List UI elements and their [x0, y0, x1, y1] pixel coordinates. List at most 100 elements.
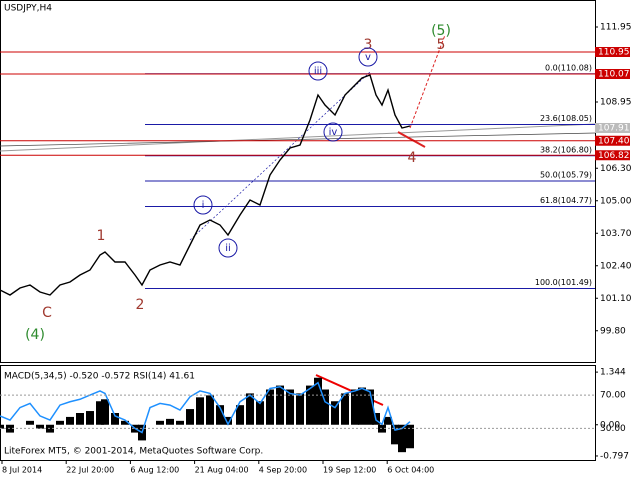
x-tick-label: 8 Jul 2014 — [2, 466, 42, 475]
level-box — [595, 69, 630, 79]
macd-bar — [36, 424, 44, 429]
macd-bar — [358, 387, 366, 425]
wave-label: (5) — [431, 23, 451, 39]
price-label: 107.91 — [598, 124, 630, 134]
y-tick-label: 0.00 — [600, 420, 620, 430]
macd-bar — [266, 389, 274, 425]
level-box — [595, 47, 630, 57]
macd-bar — [26, 420, 34, 425]
macd-bar — [256, 401, 264, 425]
level-label: 110.95 — [598, 48, 630, 58]
x-tick-label: 4 Sep 20:00 — [259, 466, 307, 475]
macd-bar — [314, 377, 322, 425]
wave-label: 3 — [364, 37, 373, 53]
y-tick-label: 99.80 — [600, 326, 626, 336]
x-tick-label: 6 Aug 12:00 — [130, 466, 179, 475]
macd-bar — [206, 395, 214, 425]
y-tick-label: 70.00 — [600, 391, 626, 401]
macd-bar — [331, 401, 339, 425]
y-tick-label: 30.00 — [600, 424, 626, 434]
fib-label: 38.2(106.80) — [540, 145, 592, 154]
wave-label: (4) — [25, 327, 45, 343]
macd-bar — [111, 413, 119, 425]
macd-bar — [296, 393, 304, 425]
wave-circle — [218, 238, 238, 258]
macd-bar — [216, 405, 224, 425]
macd-bar — [224, 416, 232, 425]
macd-bar — [166, 418, 174, 425]
wave-label: ii — [225, 243, 231, 254]
macd-bar — [398, 424, 406, 453]
fib-label: 0.0(110.08) — [545, 63, 592, 72]
macd-bar — [384, 416, 392, 425]
rsi-line — [0, 381, 411, 434]
macd-bar — [156, 420, 164, 425]
wave-circle — [308, 61, 328, 81]
level-label: 107.40 — [598, 136, 630, 146]
main-panel — [0, 0, 596, 363]
wave-label: 5 — [437, 37, 446, 53]
macd-bar — [176, 420, 184, 425]
y-tick-label: 108.95 — [600, 98, 632, 108]
macd-bar — [246, 393, 254, 425]
projection-line — [397, 131, 426, 148]
macd-bar — [76, 413, 84, 425]
macd-bar — [406, 424, 414, 449]
wave-circle — [323, 122, 343, 142]
macd-bar — [196, 397, 204, 425]
wave-label: i — [202, 200, 205, 211]
macd-bar — [96, 401, 104, 425]
level-label: 106.82 — [598, 151, 630, 161]
y-tick-label: 1.344 — [600, 368, 626, 378]
y-tick-label: 105.00 — [600, 196, 632, 206]
fib-label: 23.6(108.05) — [540, 114, 592, 123]
wave-circle — [358, 47, 378, 67]
level-label: 110.07 — [598, 70, 630, 80]
macd-bar — [341, 393, 349, 425]
y-tick-label: 111.95 — [600, 23, 632, 33]
y-tick-label: 102.40 — [600, 261, 632, 271]
trend-line — [0, 132, 596, 147]
price-box — [595, 123, 630, 133]
indicator-panel — [0, 365, 596, 461]
x-tick-label: 21 Aug 04:00 — [195, 466, 249, 475]
wave-label: C — [42, 305, 52, 321]
y-tick-label: 101.10 — [600, 294, 632, 304]
price-line — [0, 74, 411, 296]
macd-bar — [276, 385, 284, 425]
wave-label: iv — [329, 127, 338, 138]
macd-bar — [306, 385, 314, 425]
x-tick-label: 19 Sep 12:00 — [323, 466, 376, 475]
macd-bar — [66, 416, 74, 425]
wave-circle — [193, 195, 213, 215]
chart-title: USDJPY,H4 — [4, 4, 52, 14]
fib-label: 50.0(105.79) — [540, 171, 592, 180]
macd-bar — [391, 424, 399, 445]
indicator-title: MACD(5,34,5) -0.520 -0.572 RSI(14) 41.61 — [4, 372, 195, 382]
footer: LiteForex MT5, © 2001-2014, MetaQuotes S… — [4, 447, 263, 457]
macd-bar — [321, 389, 329, 425]
macd-bar — [0, 424, 4, 429]
trend-line — [0, 123, 596, 152]
wave-label: iii — [314, 66, 322, 77]
y-tick-label: 103.70 — [600, 229, 632, 239]
macd-bar — [351, 389, 359, 425]
y-tick-label: 106.30 — [600, 164, 632, 174]
wave-label: 1 — [97, 228, 106, 244]
x-tick-label: 22 Jul 20:00 — [66, 466, 114, 475]
projection-line — [409, 34, 446, 129]
macd-bar — [366, 389, 374, 425]
macd-bar — [186, 409, 194, 425]
wave-label: v — [365, 52, 371, 63]
macd-bar — [286, 389, 294, 425]
macd-bar — [236, 405, 244, 425]
y-tick-label: -0.797 — [600, 451, 629, 461]
x-tick-label: 6 Oct 04:00 — [387, 466, 434, 475]
wave-label: 2 — [136, 297, 145, 313]
macd-bar — [86, 411, 94, 425]
wave-label: 4 — [408, 150, 417, 166]
level-box — [595, 135, 630, 146]
macd-bar — [56, 420, 64, 425]
level-box — [595, 150, 630, 161]
